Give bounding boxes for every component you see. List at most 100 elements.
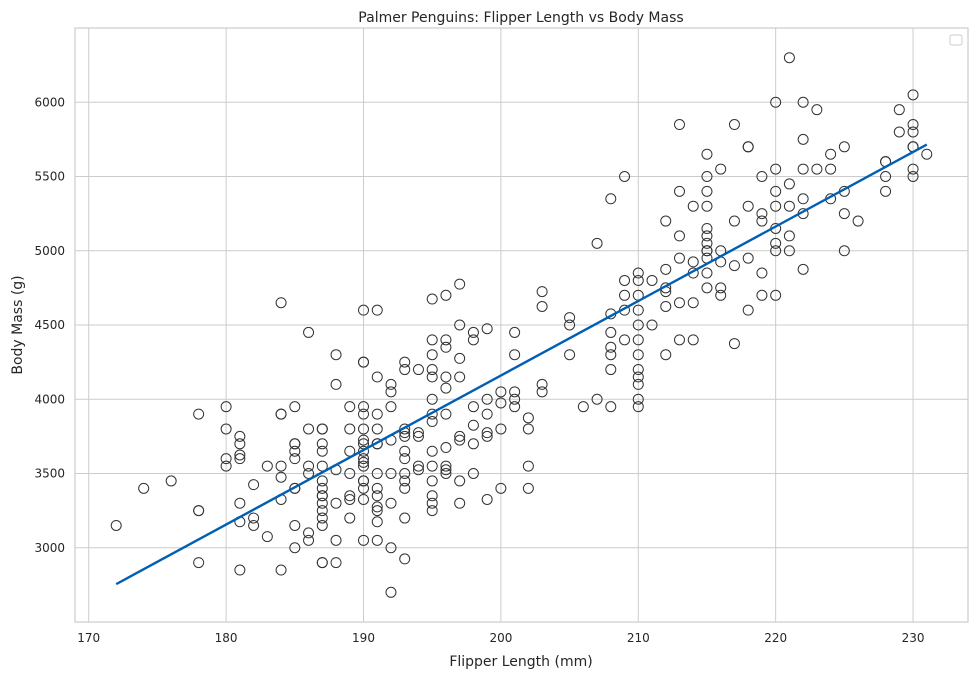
data-point xyxy=(412,427,424,439)
data-point xyxy=(220,460,232,472)
data-point xyxy=(495,423,507,435)
data-point xyxy=(303,326,315,338)
data-point xyxy=(385,378,397,390)
data-point xyxy=(701,222,713,234)
data-point xyxy=(742,304,754,316)
data-point xyxy=(632,364,644,376)
x-tick-label: 210 xyxy=(627,631,650,645)
data-point xyxy=(605,326,617,338)
data-point xyxy=(399,445,411,457)
data-point xyxy=(632,401,644,413)
data-point xyxy=(797,163,809,175)
data-point xyxy=(756,267,768,279)
data-point xyxy=(838,141,850,153)
data-point xyxy=(399,453,411,465)
data-point xyxy=(330,378,342,390)
data-point xyxy=(289,542,301,554)
data-point xyxy=(536,300,548,312)
legend-box xyxy=(949,34,963,46)
data-point xyxy=(220,401,232,413)
data-point xyxy=(797,133,809,145)
data-point xyxy=(632,334,644,346)
data-point xyxy=(193,408,205,420)
data-point xyxy=(632,304,644,316)
data-point xyxy=(412,460,424,472)
data-point xyxy=(454,430,466,442)
data-point xyxy=(783,200,795,212)
x-tick-label: 180 xyxy=(215,631,238,645)
data-point xyxy=(673,119,685,131)
data-point xyxy=(440,371,452,383)
data-point xyxy=(742,252,754,264)
data-point xyxy=(316,519,328,531)
data-point xyxy=(467,438,479,450)
data-point xyxy=(687,200,699,212)
data-point xyxy=(371,468,383,479)
data-point xyxy=(248,479,260,491)
data-point xyxy=(619,274,631,286)
data-point xyxy=(673,334,685,346)
y-axis-label: Body Mass (g) xyxy=(10,275,26,374)
data-point xyxy=(495,482,507,494)
data-point xyxy=(660,300,672,312)
data-point xyxy=(275,564,287,576)
data-point xyxy=(426,293,438,305)
data-point xyxy=(358,423,370,435)
data-point xyxy=(481,323,493,335)
data-point xyxy=(715,282,727,294)
data-point xyxy=(481,393,493,405)
data-point xyxy=(316,557,328,569)
y-tick-label: 3000 xyxy=(34,541,65,555)
data-point xyxy=(619,171,631,182)
data-point xyxy=(234,449,246,461)
data-point xyxy=(701,237,713,249)
data-point xyxy=(358,453,370,465)
data-point xyxy=(110,519,122,531)
data-point xyxy=(358,304,370,316)
data-point xyxy=(440,382,452,394)
data-point xyxy=(701,200,713,212)
data-point xyxy=(591,393,603,405)
data-point xyxy=(495,397,507,409)
data-point xyxy=(509,326,521,338)
data-point xyxy=(660,349,672,361)
data-point xyxy=(426,505,438,517)
data-point xyxy=(426,371,438,383)
data-point xyxy=(509,386,521,398)
data-point xyxy=(275,471,287,483)
data-point xyxy=(344,490,356,502)
data-point xyxy=(467,334,479,346)
data-point xyxy=(701,230,713,242)
data-point xyxy=(701,171,713,182)
data-point xyxy=(619,289,631,301)
data-point xyxy=(426,416,438,428)
data-point xyxy=(454,434,466,446)
data-point xyxy=(632,319,644,331)
data-point xyxy=(330,534,342,546)
data-point xyxy=(399,553,411,565)
data-point xyxy=(632,349,644,361)
data-point xyxy=(289,482,301,494)
data-point xyxy=(248,519,260,531)
data-point xyxy=(344,401,356,413)
data-point xyxy=(316,423,328,435)
y-tick-label: 5500 xyxy=(34,170,65,184)
data-point xyxy=(838,208,850,220)
data-point xyxy=(756,208,768,220)
data-point xyxy=(316,438,328,450)
data-point xyxy=(399,356,411,368)
data-point xyxy=(289,453,301,465)
data-point xyxy=(770,96,782,108)
data-point xyxy=(440,464,452,476)
data-point xyxy=(907,126,919,138)
data-point xyxy=(412,364,424,376)
data-point xyxy=(426,497,438,509)
data-point xyxy=(371,534,383,546)
data-point xyxy=(921,148,933,160)
data-point xyxy=(440,468,452,479)
data-point xyxy=(467,326,479,338)
data-point xyxy=(564,319,576,331)
data-point xyxy=(358,456,370,468)
data-point xyxy=(564,349,576,361)
data-point xyxy=(797,193,809,205)
